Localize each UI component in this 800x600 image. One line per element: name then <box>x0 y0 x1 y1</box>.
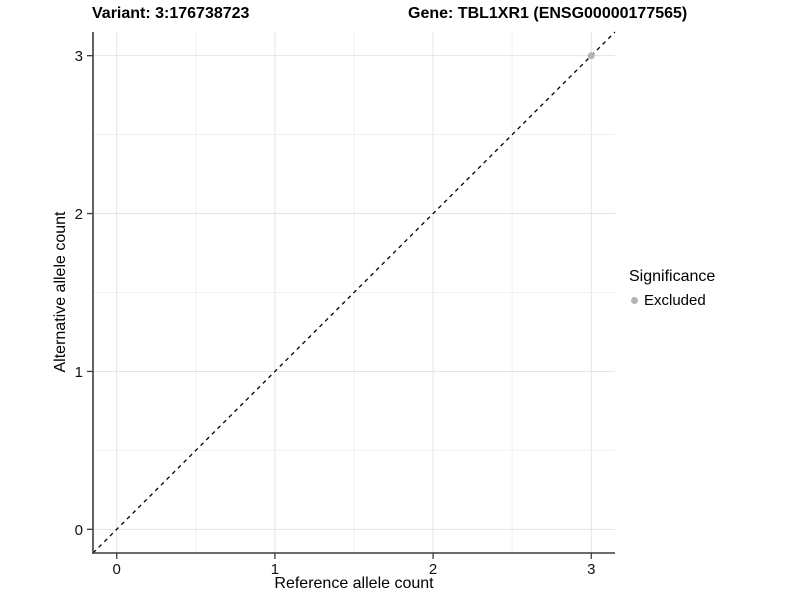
legend: Significance Excluded <box>629 268 715 309</box>
y-tick-label: 1 <box>75 364 83 381</box>
legend-item-label: Excluded <box>644 292 706 309</box>
x-tick-label: 2 <box>429 561 437 578</box>
y-tick-label: 3 <box>75 48 83 65</box>
legend-title: Significance <box>629 268 716 285</box>
x-tick-label: 1 <box>271 561 279 578</box>
y-tick-label: 0 <box>75 522 83 539</box>
identity-line <box>92 31 616 554</box>
legend-point-icon <box>631 297 638 304</box>
legend-item-excluded: Excluded <box>629 292 715 309</box>
x-axis-title: Reference allele count <box>274 575 434 592</box>
plot-title-variant: Variant: 3:176738723 <box>92 5 250 22</box>
y-tick-label: 2 <box>75 206 83 223</box>
x-tick-label: 3 <box>587 561 595 578</box>
y-axis-title: Alternative allele count <box>52 211 69 373</box>
data-point-excluded <box>587 52 595 60</box>
x-tick-label: 0 <box>113 561 121 578</box>
plot-title-gene: Gene: TBL1XR1 (ENSG00000177565) <box>408 5 688 22</box>
